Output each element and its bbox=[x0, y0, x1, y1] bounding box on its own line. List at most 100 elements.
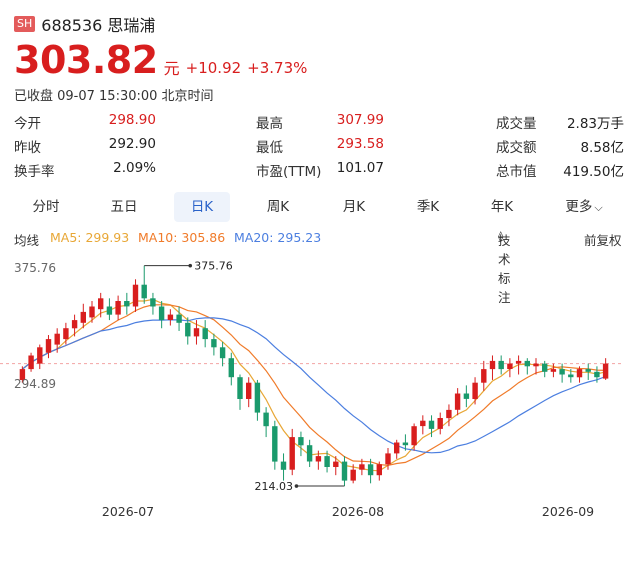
candle-body bbox=[246, 382, 252, 399]
high-annotation-label: 375.76 bbox=[194, 260, 233, 273]
candle bbox=[350, 464, 356, 484]
chevron-down-icon: ⌵ bbox=[594, 201, 603, 214]
candle bbox=[263, 407, 269, 438]
ma-lines bbox=[22, 298, 606, 472]
stat-value: 292.90 bbox=[108, 136, 156, 152]
candle-body bbox=[350, 469, 356, 481]
candle-body bbox=[89, 306, 95, 318]
candle bbox=[542, 360, 548, 378]
candle bbox=[411, 423, 417, 451]
candle-body bbox=[515, 360, 522, 364]
candle-body bbox=[106, 306, 113, 315]
candle bbox=[45, 335, 52, 359]
candle-body bbox=[550, 369, 557, 372]
candle bbox=[80, 303, 86, 329]
candle-body bbox=[428, 420, 435, 429]
candle bbox=[507, 358, 513, 378]
candles bbox=[19, 265, 609, 487]
candle-body bbox=[98, 298, 104, 310]
stat-label: 今开 bbox=[14, 116, 41, 132]
ma-legend: 均线 MA5: 299.93 MA10: 305.86 MA20: 295.23… bbox=[14, 230, 626, 305]
candle bbox=[246, 377, 252, 408]
candle bbox=[219, 341, 226, 367]
y-axis-top-label: 375.76 bbox=[14, 261, 56, 275]
candle-body bbox=[489, 360, 496, 370]
candle bbox=[602, 358, 609, 380]
tab-yearly-k[interactable]: 年K bbox=[490, 199, 514, 215]
candle bbox=[19, 366, 26, 383]
ma20-line bbox=[22, 317, 606, 454]
candle bbox=[568, 369, 574, 383]
candle-body bbox=[576, 369, 583, 378]
stat-value: 298.90 bbox=[108, 112, 156, 128]
candle bbox=[420, 415, 426, 435]
candle-body bbox=[37, 347, 43, 364]
candle bbox=[37, 344, 43, 370]
kline-chart[interactable]: 375.76 294.89 375.76 214.03 2026-07 2026-08 20… bbox=[0, 252, 638, 524]
candle-body bbox=[376, 464, 382, 476]
x-axis-date-label: 2026-08 bbox=[332, 504, 384, 519]
candle-body bbox=[150, 298, 156, 307]
candle-body bbox=[63, 328, 69, 340]
price-change-pct: +3.73% bbox=[247, 59, 308, 77]
candle-body bbox=[306, 445, 313, 462]
candle-body bbox=[71, 320, 78, 329]
high-annotation-dot bbox=[188, 263, 193, 268]
candle-body bbox=[524, 360, 530, 367]
candle-body bbox=[402, 442, 409, 446]
y-axis-ref-label: 294.89 bbox=[14, 377, 56, 391]
candle bbox=[489, 355, 496, 380]
candle bbox=[141, 265, 147, 304]
stat-value: 8.58亿 bbox=[580, 140, 624, 156]
candle bbox=[193, 320, 200, 345]
candle bbox=[132, 279, 139, 312]
tab-more[interactable]: 更多 ⌵ bbox=[552, 192, 616, 222]
tab-quarterly-k[interactable]: 季K bbox=[416, 199, 440, 215]
candle-body bbox=[54, 333, 60, 345]
candle bbox=[298, 431, 304, 457]
candle bbox=[167, 309, 174, 326]
candle-body bbox=[263, 412, 269, 427]
candle-body bbox=[559, 369, 565, 375]
candle bbox=[550, 363, 557, 378]
ma10-value: MA10: 305.86 bbox=[138, 230, 226, 245]
candle bbox=[367, 458, 374, 484]
candle-body bbox=[533, 363, 539, 367]
candle-body bbox=[420, 420, 426, 427]
candle bbox=[594, 366, 600, 383]
candle-body bbox=[394, 442, 400, 454]
tab-monthly-k[interactable]: 月K bbox=[342, 199, 366, 215]
candle-body bbox=[167, 314, 174, 320]
stat-label: 昨收 bbox=[14, 140, 41, 156]
candle bbox=[341, 456, 348, 487]
x-axis-date-label: 2026-09 bbox=[542, 504, 594, 519]
tab-five-day[interactable]: 五日 bbox=[110, 199, 138, 215]
candle-body bbox=[272, 426, 278, 462]
stat-label: 换手率 bbox=[14, 164, 55, 180]
candle bbox=[202, 320, 208, 348]
candle-body bbox=[594, 371, 600, 378]
tab-intraday[interactable]: 分时 bbox=[32, 199, 60, 215]
candle bbox=[533, 358, 539, 375]
candle bbox=[315, 450, 322, 470]
candle bbox=[333, 456, 339, 476]
ma-label: 均线 bbox=[14, 233, 40, 248]
candle bbox=[498, 355, 504, 375]
candle-body bbox=[359, 464, 365, 470]
stat-label: 成交额 bbox=[496, 140, 537, 156]
candle bbox=[237, 374, 243, 410]
candle-body bbox=[585, 369, 591, 372]
adjust-mode-button[interactable]: 前复权 bbox=[584, 233, 622, 248]
candle bbox=[576, 366, 583, 383]
tab-weekly-k[interactable]: 周K bbox=[266, 199, 290, 215]
stats-row: 今开 298.90 最高 307.99 成交量 2.83万手 bbox=[14, 112, 626, 136]
candle bbox=[254, 379, 261, 421]
candle bbox=[54, 328, 60, 353]
candle bbox=[71, 314, 78, 337]
candle-body bbox=[211, 339, 217, 348]
candle bbox=[385, 447, 391, 470]
candle bbox=[280, 453, 287, 481]
candle bbox=[324, 450, 330, 473]
tab-daily-k[interactable]: 日K bbox=[174, 192, 230, 222]
stat-label: 最高 bbox=[256, 116, 283, 132]
